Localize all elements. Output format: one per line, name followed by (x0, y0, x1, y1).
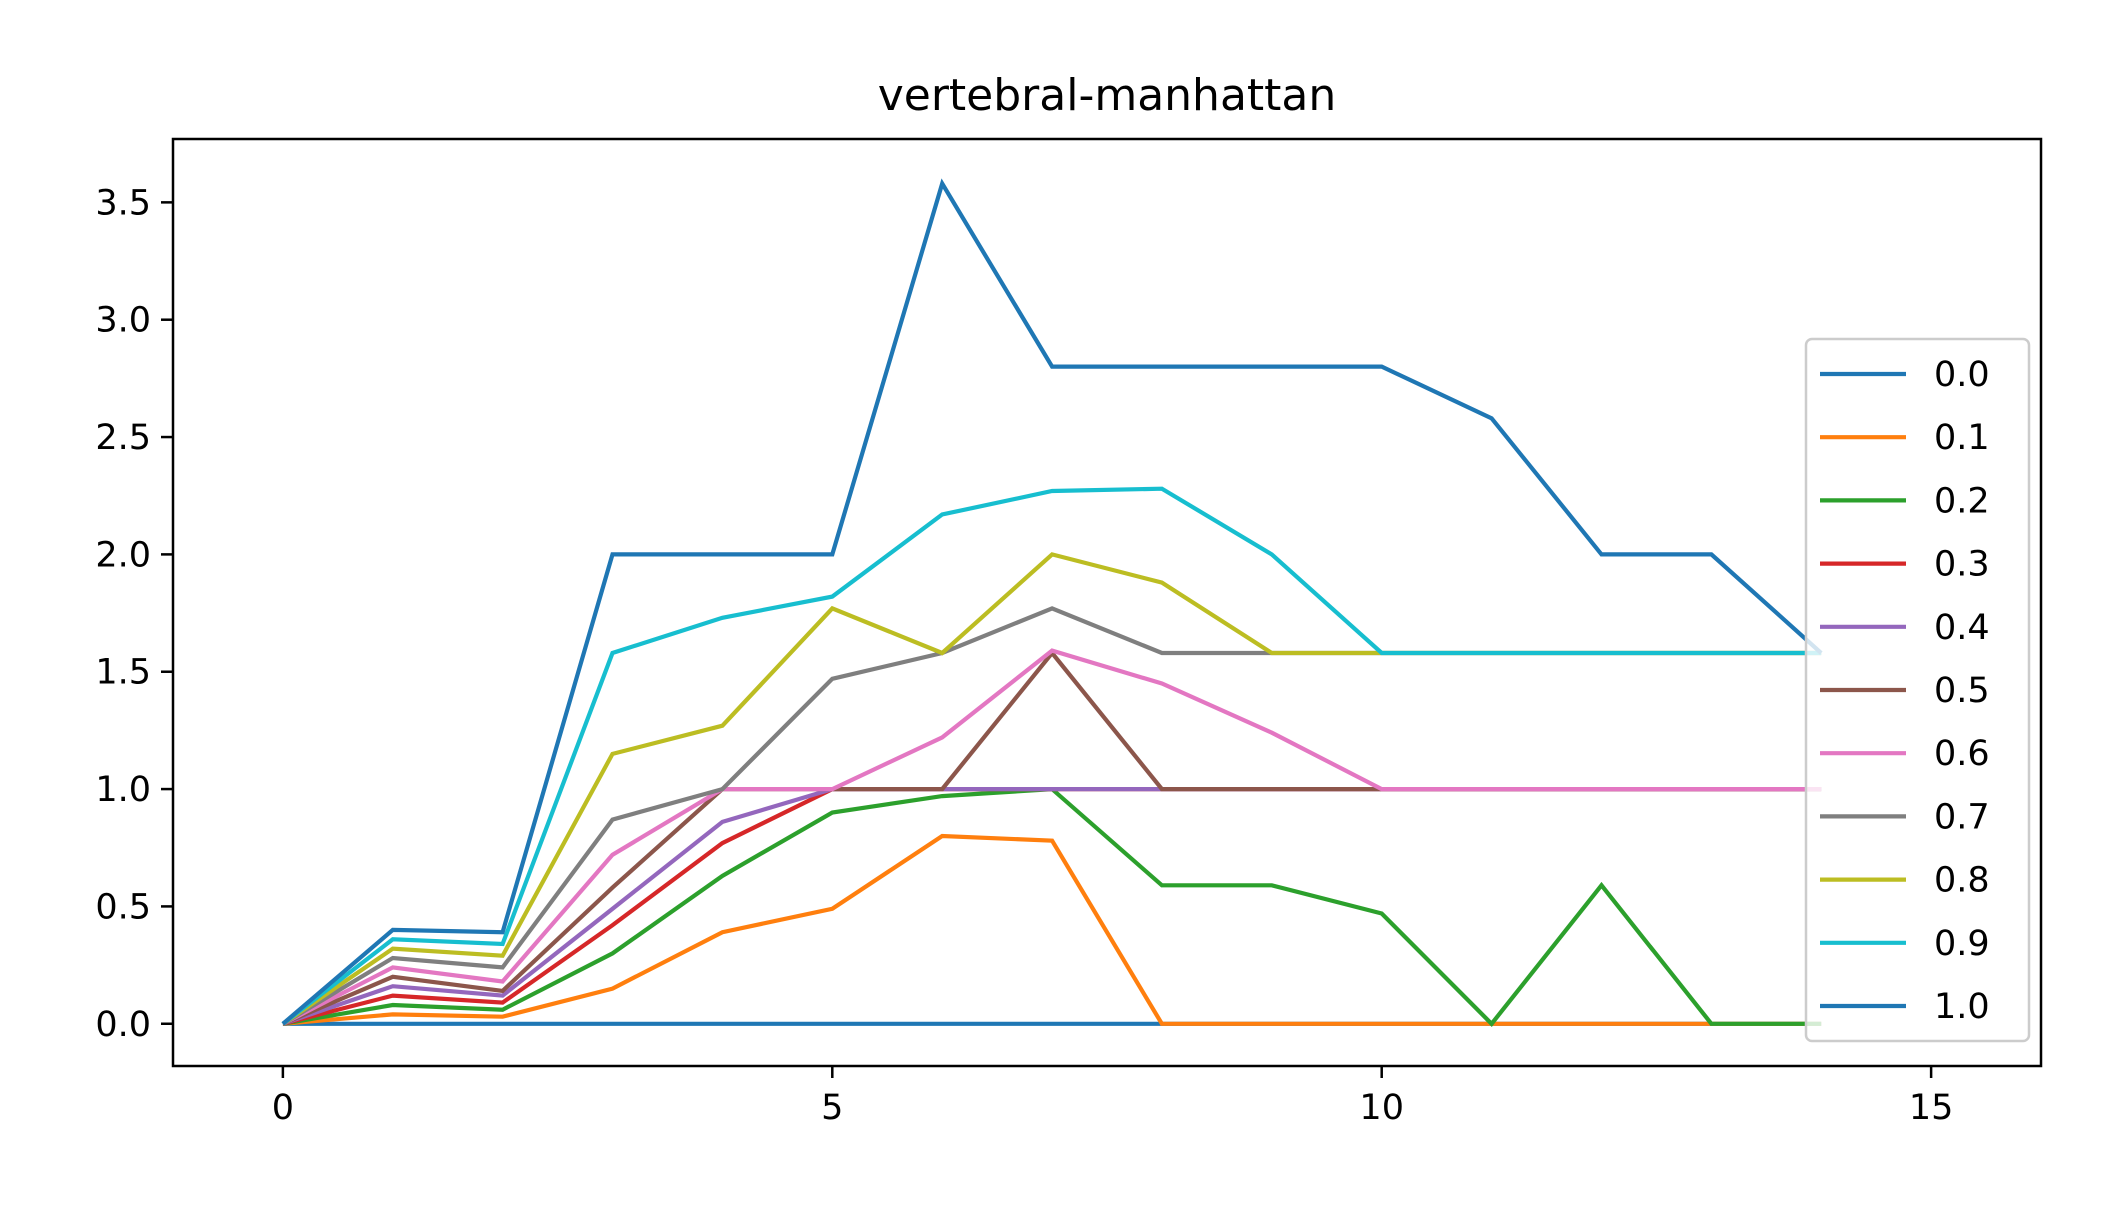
x-tick-label: 15 (1909, 1088, 1954, 1128)
legend-label: 0.3 (1934, 545, 1990, 585)
legend-box (1804, 337, 2031, 1043)
legend-label: 0.8 (1934, 861, 1990, 901)
y-tick-label: 0.0 (95, 1005, 151, 1045)
y-tick-label: 1.5 (95, 653, 151, 693)
legend-label: 0.0 (1934, 355, 1990, 395)
legend-label: 1.0 (1934, 987, 1990, 1027)
series-line-1.0 (281, 178, 1823, 1026)
y-axis-ticks: 0.0 0.5 1.0 1.5 2.0 2.5 3.0 3.5 (95, 183, 173, 1045)
x-tick-label: 10 (1359, 1088, 1404, 1128)
legend-label: 0.6 (1934, 734, 1990, 774)
y-tick-label: 2.5 (95, 418, 151, 458)
legend-label: 0.9 (1934, 924, 1990, 964)
series-line-0.1 (282, 833, 1822, 1026)
series-line-0.6 (281, 648, 1822, 1026)
legend-label: 0.1 (1934, 418, 1990, 458)
series-line-0.9 (281, 486, 1822, 1026)
legend-label: 0.5 (1934, 671, 1990, 711)
chart-title: vertebral-manhattan (878, 70, 1337, 121)
y-tick-label: 2.0 (95, 535, 151, 575)
x-tick-label: 0 (272, 1088, 294, 1128)
y-tick-label: 1.0 (95, 770, 151, 810)
x-tick-label: 5 (821, 1088, 843, 1128)
y-tick-label: 0.5 (95, 887, 151, 927)
series-lines (281, 178, 1823, 1027)
x-axis-ticks: 0 5 10 15 (272, 1066, 1954, 1128)
plot-area-frame (171, 137, 2043, 1068)
y-tick-label: 3.0 (95, 301, 151, 341)
legend-label: 0.2 (1934, 481, 1990, 521)
y-tick-label: 3.5 (95, 183, 151, 223)
legend-label: 0.7 (1934, 797, 1990, 837)
legend: 0.0 0.1 0.2 0.3 0.4 0.5 0.6 0.7 0.8 0.9 1.0 (1804, 337, 2031, 1043)
legend-label: 0.4 (1934, 608, 1990, 648)
